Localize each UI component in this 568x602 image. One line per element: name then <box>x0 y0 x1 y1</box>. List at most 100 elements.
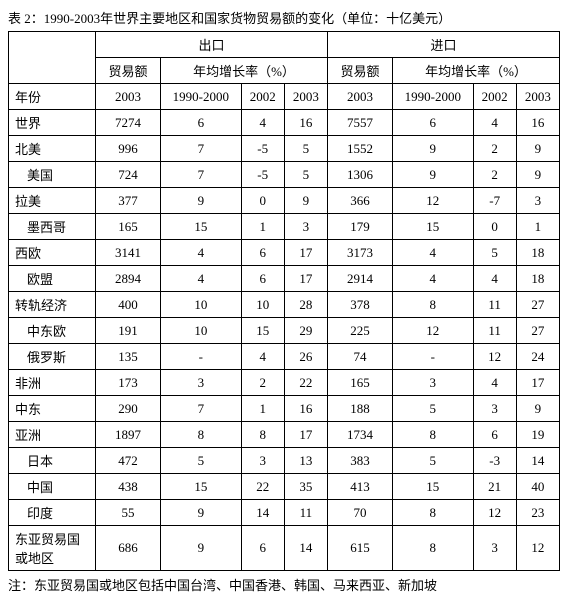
header-row-1: 出口 进口 <box>9 32 560 58</box>
row-label: 美国 <box>9 162 96 188</box>
table-row: 俄罗斯135-42674-1224 <box>9 344 560 370</box>
table-cell: 9 <box>392 136 473 162</box>
table-cell: 438 <box>96 474 161 500</box>
table-cell: 3 <box>473 526 516 571</box>
table-cell: 15 <box>161 214 242 240</box>
table-cell: 12 <box>473 344 516 370</box>
table-cell: 17 <box>284 422 327 448</box>
table-cell: 15 <box>241 318 284 344</box>
table-cell: 6 <box>473 422 516 448</box>
table-cell: 21 <box>473 474 516 500</box>
table-cell: 1 <box>516 214 559 240</box>
table-cell: 7557 <box>327 110 392 136</box>
table-cell: 3 <box>473 396 516 422</box>
table-cell: 27 <box>516 292 559 318</box>
table-cell: 8 <box>161 422 242 448</box>
table-cell: 8 <box>241 422 284 448</box>
table-cell: 5 <box>284 162 327 188</box>
table-row: 拉美37790936612-73 <box>9 188 560 214</box>
row-label: 世界 <box>9 110 96 136</box>
table-cell: 22 <box>284 370 327 396</box>
exp-growth-header: 年均增长率（%） <box>161 58 328 84</box>
table-cell: 9 <box>516 162 559 188</box>
table-cell: 996 <box>96 136 161 162</box>
table-cell: 378 <box>327 292 392 318</box>
row-label: 北美 <box>9 136 96 162</box>
row-label: 非洲 <box>9 370 96 396</box>
table-cell: 7 <box>161 162 242 188</box>
row-label: 中国 <box>9 474 96 500</box>
table-cell: 7274 <box>96 110 161 136</box>
table-cell: 3141 <box>96 240 161 266</box>
table-cell: 472 <box>96 448 161 474</box>
table-cell: 16 <box>284 110 327 136</box>
table-cell: 11 <box>473 318 516 344</box>
table-row: 中东2907116188539 <box>9 396 560 422</box>
table-cell: 12 <box>473 500 516 526</box>
table-cell: 8 <box>392 292 473 318</box>
table-cell: 4 <box>473 266 516 292</box>
row-label: 转轨经济 <box>9 292 96 318</box>
table-cell: 1306 <box>327 162 392 188</box>
table-row: 日本47253133835-314 <box>9 448 560 474</box>
table-cell: 18 <box>516 240 559 266</box>
table-cell: 1734 <box>327 422 392 448</box>
table-cell: 9 <box>284 188 327 214</box>
table-cell: 615 <box>327 526 392 571</box>
imp-tradevalue-header: 贸易额 <box>327 58 392 84</box>
table-cell: 179 <box>327 214 392 240</box>
table-cell: 3 <box>392 370 473 396</box>
table-cell: 1552 <box>327 136 392 162</box>
table-cell: 225 <box>327 318 392 344</box>
row-label: 亚洲 <box>9 422 96 448</box>
table-cell: 6 <box>241 266 284 292</box>
imp-year-2003b: 2003 <box>516 84 559 110</box>
table-cell: 6 <box>161 110 242 136</box>
table-cell: 15 <box>392 214 473 240</box>
table-cell: 12 <box>392 318 473 344</box>
table-cell: 16 <box>284 396 327 422</box>
row-label: 西欧 <box>9 240 96 266</box>
imp-year-1990-2000: 1990-2000 <box>392 84 473 110</box>
table-cell: 10 <box>241 292 284 318</box>
table-cell: 165 <box>327 370 392 396</box>
table-cell: 9 <box>516 396 559 422</box>
exp-tradevalue-header: 贸易额 <box>96 58 161 84</box>
table-cell: 1 <box>241 396 284 422</box>
table-cell: -7 <box>473 188 516 214</box>
table-cell: 191 <box>96 318 161 344</box>
table-cell: 2 <box>241 370 284 396</box>
table-cell: 4 <box>161 266 242 292</box>
year-label: 年份 <box>9 84 96 110</box>
table-cell: 3 <box>284 214 327 240</box>
header-row-3: 年份 2003 1990-2000 2002 2003 2003 1990-20… <box>9 84 560 110</box>
row-label: 墨西哥 <box>9 214 96 240</box>
table-cell: 5 <box>161 448 242 474</box>
table-cell: 17 <box>284 266 327 292</box>
imp-year-2002: 2002 <box>473 84 516 110</box>
table-cell: 0 <box>241 188 284 214</box>
table-cell: 383 <box>327 448 392 474</box>
imp-growth-header: 年均增长率（%） <box>392 58 559 84</box>
exp-year-2003b: 2003 <box>284 84 327 110</box>
table-cell: 24 <box>516 344 559 370</box>
table-cell: 5 <box>284 136 327 162</box>
table-cell: 11 <box>284 500 327 526</box>
table-cell: 10 <box>161 292 242 318</box>
table-cell: 4 <box>241 344 284 370</box>
table-cell: 3 <box>161 370 242 396</box>
table-cell: 17 <box>516 370 559 396</box>
table-cell: 9 <box>161 526 242 571</box>
table-cell: 5 <box>392 396 473 422</box>
table-cell: 17 <box>284 240 327 266</box>
table-cell: 7 <box>161 136 242 162</box>
exports-header: 出口 <box>96 32 328 58</box>
table-cell: 13 <box>284 448 327 474</box>
table-cell: 3 <box>516 188 559 214</box>
table-cell: 19 <box>516 422 559 448</box>
table-cell: 70 <box>327 500 392 526</box>
table-cell: 74 <box>327 344 392 370</box>
exp-year-1990-2000: 1990-2000 <box>161 84 242 110</box>
table-row: 转轨经济40010102837881127 <box>9 292 560 318</box>
table-cell: 366 <box>327 188 392 214</box>
